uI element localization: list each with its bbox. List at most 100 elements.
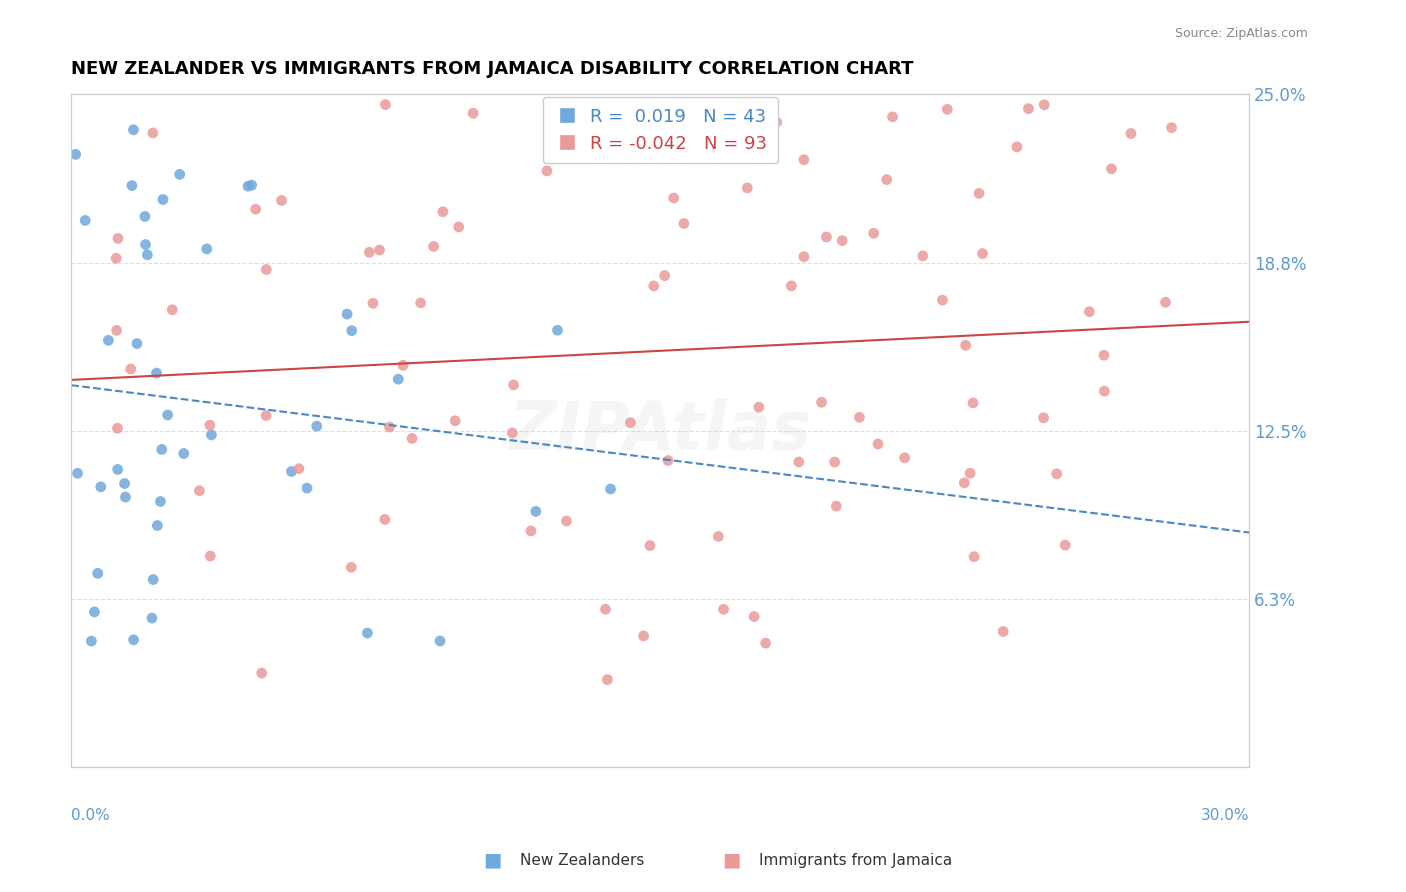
Point [401, 432, 423, 446]
Point [862, 227, 884, 241]
Point [893, 450, 915, 465]
Point [114, 490, 136, 504]
Point [765, 115, 787, 129]
Point [356, 626, 378, 640]
Point [107, 421, 129, 435]
Point [524, 504, 547, 518]
Point [280, 465, 302, 479]
Point [66, 467, 89, 481]
Point [254, 262, 277, 277]
Text: NEW ZEALANDER VS IMMIGRANTS FROM JAMAICA DISABILITY CORRELATION CHART: NEW ZEALANDER VS IMMIGRANTS FROM JAMAICA… [72, 60, 914, 78]
Point [787, 455, 810, 469]
Point [65, 147, 87, 161]
Point [707, 529, 730, 543]
Point [340, 560, 363, 574]
Point [824, 455, 846, 469]
Point [305, 419, 328, 434]
Text: Source: ZipAtlas.com: Source: ZipAtlas.com [1174, 27, 1308, 40]
Point [142, 126, 165, 140]
Point [422, 239, 444, 253]
Text: Immigrants from Jamaica: Immigrants from Jamaica [759, 854, 952, 868]
Point [87, 566, 110, 581]
Point [200, 428, 222, 442]
Point [80, 634, 103, 648]
Point [125, 336, 148, 351]
Point [240, 178, 263, 193]
Text: ■: ■ [482, 850, 502, 869]
Point [90, 480, 112, 494]
Point [392, 359, 415, 373]
Point [959, 467, 981, 481]
Point [1092, 384, 1115, 399]
Point [336, 307, 359, 321]
Point [150, 442, 173, 457]
Point [911, 249, 934, 263]
Point [105, 252, 128, 266]
Point [780, 278, 803, 293]
Point [963, 549, 986, 564]
Point [83, 605, 105, 619]
Point [972, 246, 994, 260]
Point [429, 634, 451, 648]
Point [152, 193, 174, 207]
Point [967, 186, 990, 201]
Point [270, 194, 292, 208]
Point [755, 636, 778, 650]
Point [595, 602, 617, 616]
Point [236, 179, 259, 194]
Point [1054, 538, 1077, 552]
Point [962, 396, 984, 410]
Text: ■: ■ [721, 850, 741, 869]
Point [633, 629, 655, 643]
Text: New Zealanders: New Zealanders [520, 854, 644, 868]
Point [142, 573, 165, 587]
Point [735, 181, 758, 195]
Point [707, 120, 730, 135]
Point [156, 408, 179, 422]
Point [122, 122, 145, 136]
Point [1101, 161, 1123, 176]
Point [195, 242, 218, 256]
Point [1032, 410, 1054, 425]
Point [1092, 348, 1115, 362]
Point [121, 178, 143, 193]
Point [97, 334, 120, 348]
Point [931, 293, 953, 308]
Point [359, 245, 381, 260]
Point [254, 409, 277, 423]
Point [188, 483, 211, 498]
Point [134, 237, 156, 252]
Point [662, 191, 685, 205]
Point [993, 624, 1015, 639]
Point [638, 539, 661, 553]
Point [361, 296, 384, 310]
Point [134, 210, 156, 224]
Point [596, 673, 619, 687]
Point [409, 296, 432, 310]
Point [748, 401, 770, 415]
Point [374, 512, 396, 526]
Point [1017, 102, 1039, 116]
Point [295, 481, 318, 495]
Point [444, 414, 467, 428]
Point [149, 494, 172, 508]
Point [793, 250, 815, 264]
Point [599, 482, 621, 496]
Point [107, 462, 129, 476]
Point [107, 231, 129, 245]
Point [105, 323, 128, 337]
Point [1046, 467, 1069, 481]
Point [198, 418, 221, 433]
Point [793, 153, 815, 167]
Point [1078, 304, 1101, 318]
Point [643, 279, 665, 293]
Point [122, 632, 145, 647]
Point [162, 302, 184, 317]
Point [1160, 120, 1182, 135]
Point [848, 410, 870, 425]
Point [1033, 97, 1056, 112]
Point [120, 362, 142, 376]
Point [654, 268, 676, 283]
Point [831, 234, 853, 248]
Point [672, 217, 695, 231]
